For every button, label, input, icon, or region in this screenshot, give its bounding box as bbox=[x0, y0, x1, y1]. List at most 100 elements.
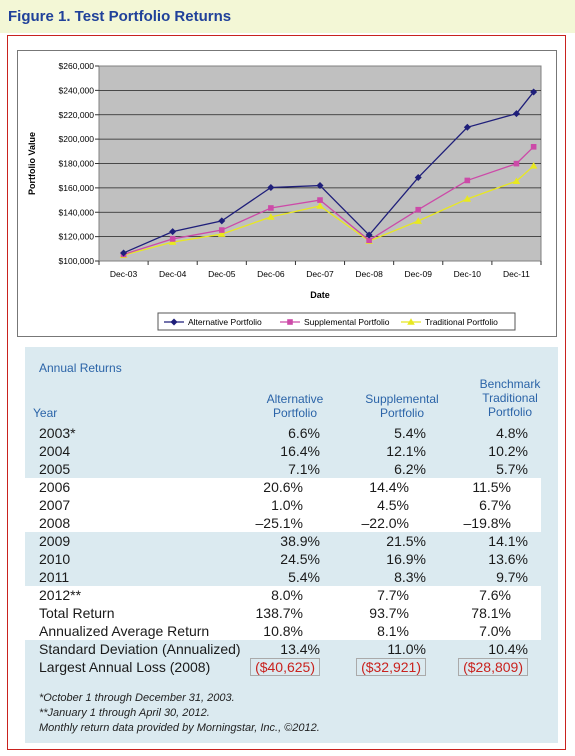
data-point bbox=[463, 195, 472, 202]
data-point bbox=[512, 177, 521, 184]
benchmark-value: 5.7% bbox=[496, 461, 528, 477]
supplemental-value: 12.1% bbox=[386, 443, 426, 459]
header-alternative: Alternative Portfolio bbox=[245, 392, 345, 420]
header-benchmark-line2: Traditional bbox=[482, 391, 538, 405]
table-row: 2007 1.0% 4.5% 6.7% bbox=[25, 496, 541, 514]
alternative-value: ($40,625) bbox=[250, 658, 320, 676]
table-row: 2012** 8.0% 7.7% 7.6% bbox=[25, 586, 541, 604]
annual-returns-table: Annual Returns Year Alternative Portfoli… bbox=[25, 347, 558, 743]
data-point bbox=[512, 110, 520, 118]
x-axis-label: Date bbox=[310, 290, 330, 300]
data-point bbox=[267, 213, 275, 220]
supplemental-value: 6.2% bbox=[394, 461, 426, 477]
supplemental-value: ($32,921) bbox=[356, 658, 426, 676]
line-chart: $100,000 $120,000 $140,000 $160,000 $180,000… bbox=[27, 61, 542, 331]
note-3: Monthly return data provided by Mornings… bbox=[39, 722, 320, 734]
benchmark-value: 9.7% bbox=[496, 569, 528, 585]
legend-marker bbox=[170, 318, 178, 326]
y-axis-label: Portfolio Value bbox=[27, 132, 37, 195]
figure-header: Figure 1. Test Portfolio Returns bbox=[0, 0, 575, 33]
benchmark-value: –19.8% bbox=[463, 515, 511, 531]
data-point bbox=[414, 174, 422, 182]
supplemental-value: 7.7% bbox=[377, 587, 409, 603]
supplemental-value: –22.0% bbox=[361, 515, 409, 531]
row-label: 2012** bbox=[39, 587, 82, 603]
y-tick-label: $240,000 bbox=[59, 85, 95, 95]
x-tick-label: Dec-04 bbox=[159, 269, 187, 279]
legend-box bbox=[157, 312, 516, 331]
row-label: 2008 bbox=[39, 515, 71, 531]
supplemental-value: 21.5% bbox=[386, 533, 426, 549]
legend-marker bbox=[407, 318, 415, 325]
benchmark-value: 10.4% bbox=[488, 641, 528, 657]
y-tick-label: $260,000 bbox=[59, 61, 95, 71]
series-line-0 bbox=[123, 91, 535, 254]
y-tick-label: $180,000 bbox=[59, 159, 95, 169]
alternative-value: 24.5% bbox=[280, 551, 320, 567]
supplemental-value: 93.7% bbox=[369, 605, 409, 621]
row-label: 2010 bbox=[39, 551, 71, 567]
data-point bbox=[464, 177, 471, 184]
alternative-value: 16.4% bbox=[280, 443, 320, 459]
x-tick-label: Dec-11 bbox=[503, 269, 530, 279]
table-row: 2005 7.1% 6.2% 5.7% bbox=[25, 460, 558, 478]
figure-title: Figure 1. Test Portfolio Returns bbox=[8, 8, 232, 25]
x-tick-label: Dec-06 bbox=[257, 269, 285, 279]
data-point bbox=[530, 88, 538, 96]
row-label: 2011 bbox=[39, 569, 70, 585]
row-label: 2009 bbox=[39, 533, 71, 549]
data-point bbox=[365, 231, 373, 239]
data-point bbox=[218, 217, 226, 225]
table-row: 2010 24.5% 16.9% 13.6% bbox=[25, 550, 558, 568]
benchmark-value: 11.5% bbox=[472, 479, 511, 495]
alternative-value: 138.7% bbox=[255, 605, 303, 621]
x-tick-label: Dec-08 bbox=[355, 269, 383, 279]
benchmark-value: 6.7% bbox=[479, 497, 511, 513]
x-tick-label: Dec-10 bbox=[454, 269, 482, 279]
alternative-value: 13.4% bbox=[280, 641, 320, 657]
supplemental-value: 16.9% bbox=[386, 551, 426, 567]
supplemental-value: 8.3% bbox=[394, 569, 426, 585]
y-tick-label: $220,000 bbox=[59, 110, 95, 120]
data-point bbox=[513, 160, 520, 167]
data-point bbox=[217, 230, 226, 237]
benchmark-value: 7.0% bbox=[479, 623, 511, 639]
header-benchmark: Benchmark Traditional Portfolio bbox=[465, 377, 555, 419]
data-point bbox=[366, 237, 372, 244]
table-notes: *October 1 through December 31, 2003. **… bbox=[39, 691, 320, 736]
y-tick-label: $140,000 bbox=[59, 207, 95, 217]
data-point bbox=[169, 236, 176, 242]
legend-label: Alternative Portfolio bbox=[188, 317, 262, 327]
supplemental-value: 11.0% bbox=[387, 641, 426, 657]
table-row: 2011 5.4% 8.3% 9.7% bbox=[25, 568, 558, 586]
alternative-value: 6.6% bbox=[288, 425, 320, 441]
data-point bbox=[415, 206, 422, 213]
header-benchmark-line3: Portfolio bbox=[487, 405, 533, 419]
benchmark-value: 4.8% bbox=[496, 425, 528, 441]
data-point bbox=[530, 144, 537, 150]
table-row: 2003* 6.6% 5.4% 4.8% bbox=[25, 424, 558, 442]
x-tick-label: Dec-05 bbox=[208, 269, 236, 279]
table-row: 2008 –25.1% –22.0% –19.8% bbox=[25, 514, 541, 532]
x-tick-label: Dec-03 bbox=[110, 269, 138, 279]
benchmark-value: 10.2% bbox=[488, 443, 528, 459]
figure-frame bbox=[7, 35, 566, 750]
alternative-value: 1.0% bbox=[271, 497, 303, 513]
row-label: Largest Annual Loss (2008) bbox=[39, 659, 211, 675]
benchmark-value: 14.1% bbox=[488, 533, 528, 549]
table-body: 2003* 6.6% 5.4% 4.8% 2004 16.4% 12.1% 10.2% 2005… bbox=[25, 424, 558, 676]
x-tick-label: Dec-09 bbox=[405, 269, 433, 279]
data-point bbox=[529, 162, 538, 169]
table-row: Annualized Average Return 10.8% 8.1% 7.0% bbox=[25, 622, 541, 640]
row-label: 2003* bbox=[39, 425, 76, 441]
benchmark-value: 13.6% bbox=[488, 551, 528, 567]
alternative-value: 5.4% bbox=[288, 569, 320, 585]
data-point bbox=[316, 182, 324, 190]
alternative-value: 8.0% bbox=[271, 587, 303, 603]
data-point bbox=[317, 197, 323, 203]
data-point bbox=[169, 228, 177, 236]
benchmark-value: ($28,809) bbox=[458, 658, 528, 676]
y-tick-label: $100,000 bbox=[59, 256, 95, 266]
supplemental-value: 4.5% bbox=[377, 497, 409, 513]
y-tick-label: $200,000 bbox=[59, 134, 95, 144]
